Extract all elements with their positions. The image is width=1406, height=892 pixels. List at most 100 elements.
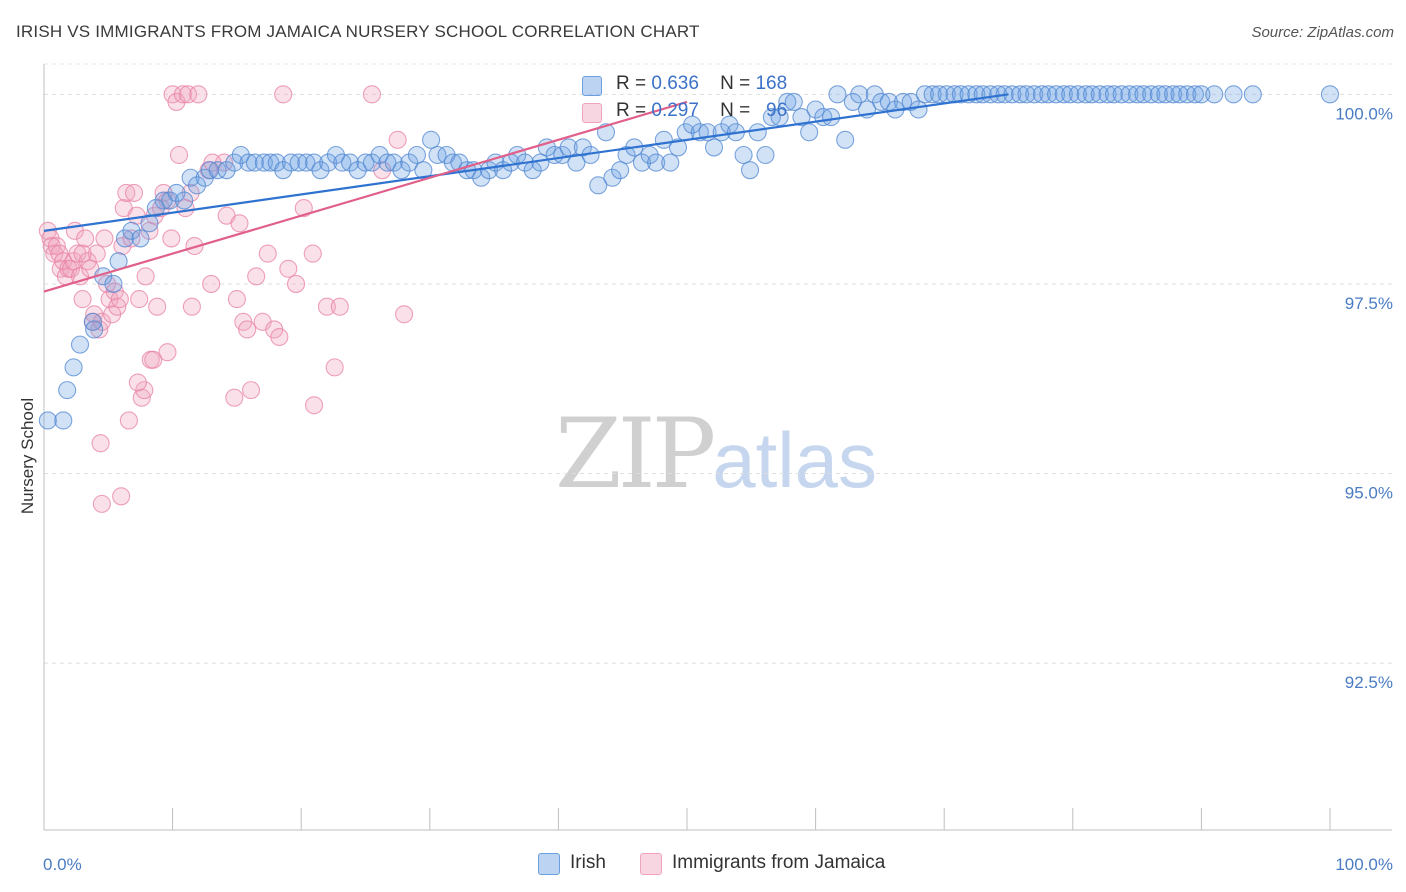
irish-point xyxy=(1170,85,1189,104)
irish-point xyxy=(1047,85,1066,104)
jamaica-point xyxy=(182,297,201,316)
irish-point xyxy=(187,176,207,195)
irish-point xyxy=(140,214,159,233)
irish-point xyxy=(836,130,855,149)
irish-points xyxy=(38,85,1340,430)
tick-labels: 100.0% 97.5% 95.0% 92.5% 0.0% 100.0% xyxy=(43,104,1393,874)
irish-point xyxy=(146,199,165,218)
jamaica-point xyxy=(136,267,155,286)
jamaica-point xyxy=(270,327,289,347)
jamaica-swatch xyxy=(582,103,602,123)
jamaica-point xyxy=(258,244,277,263)
irish-point xyxy=(553,145,572,165)
jamaica-point xyxy=(73,244,92,263)
jamaica-point xyxy=(73,290,92,309)
irish-point xyxy=(1185,85,1205,104)
irish-point xyxy=(683,115,702,134)
jamaica-point xyxy=(169,145,189,165)
irish-point xyxy=(1134,85,1153,104)
irish-point xyxy=(1149,85,1169,104)
irish-point xyxy=(326,145,345,165)
jamaica-point xyxy=(144,350,163,369)
jamaica-point xyxy=(362,85,381,104)
irish-point xyxy=(254,153,273,172)
irish-point xyxy=(54,411,73,430)
jamaica-point xyxy=(87,244,106,263)
irish-point xyxy=(1224,85,1243,104)
jamaica-point xyxy=(162,229,181,248)
irish-point xyxy=(231,145,250,165)
jamaica-point xyxy=(68,244,87,263)
irish-point xyxy=(770,108,789,127)
jamaica-point xyxy=(158,343,177,362)
legend: Irish Immigrants from Jamaica xyxy=(0,852,1406,878)
irish-point xyxy=(239,153,258,172)
jamaica-point xyxy=(279,259,298,278)
irish-point xyxy=(567,153,586,172)
irish-n-value: 168 xyxy=(755,73,788,94)
irish-point xyxy=(131,229,150,248)
irish-point xyxy=(756,145,775,165)
irish-point xyxy=(1104,85,1124,104)
jamaica-point xyxy=(325,358,344,377)
irish-point xyxy=(1061,85,1080,104)
jamaica-point xyxy=(189,85,208,104)
irish-point xyxy=(872,92,891,111)
irish-point xyxy=(217,161,236,180)
jamaica-n-value: 96 xyxy=(766,100,788,121)
irish-point xyxy=(1090,85,1109,104)
irish-point xyxy=(1192,85,1211,104)
irish-point xyxy=(1083,85,1102,104)
irish-point xyxy=(1178,85,1197,104)
chart-title: IRISH VS IMMIGRANTS FROM JAMAICA NURSERY… xyxy=(16,22,700,41)
irish-point xyxy=(1112,85,1131,104)
jamaica-point xyxy=(92,494,111,513)
jamaica-point xyxy=(178,85,198,104)
jamaica-point xyxy=(330,297,349,316)
irish-point xyxy=(70,335,90,354)
irish-r-label: R = xyxy=(616,73,647,94)
jamaica-point xyxy=(112,487,131,506)
irish-point xyxy=(64,358,83,377)
irish-point xyxy=(225,153,244,172)
irish-point xyxy=(38,411,57,430)
y-tick-label: 100.0% xyxy=(1335,104,1393,123)
legend-jamaica-label: Immigrants from Jamaica xyxy=(672,852,886,873)
irish-point xyxy=(1156,85,1175,104)
jamaica-point xyxy=(130,290,149,309)
irish-point xyxy=(392,161,411,180)
irish-r-value: 0.636 xyxy=(651,73,699,94)
irish-point xyxy=(1205,85,1224,104)
jamaica-point xyxy=(173,85,192,104)
jamaica-point xyxy=(238,320,257,339)
irish-point xyxy=(893,92,913,111)
jamaica-point xyxy=(117,183,136,202)
jamaica-point xyxy=(247,267,266,286)
jamaica-point xyxy=(135,381,154,400)
irish-point xyxy=(821,108,841,127)
x-tick-label: 0.0% xyxy=(43,855,82,874)
jamaica-point xyxy=(274,85,293,104)
irish-point xyxy=(915,85,934,104)
irish-point xyxy=(1025,85,1044,104)
irish-n-label: N = xyxy=(720,73,751,94)
irish-point xyxy=(930,85,949,104)
irish-point xyxy=(160,191,180,210)
irish-point xyxy=(289,153,308,172)
irish-point xyxy=(901,92,920,111)
irish-point xyxy=(843,92,862,111)
irish-point xyxy=(362,153,381,172)
irish-point xyxy=(1017,85,1036,104)
irish-point xyxy=(267,153,286,172)
irish-point xyxy=(1054,85,1073,104)
legend-jamaica-swatch xyxy=(640,853,662,875)
irish-swatch xyxy=(582,76,602,96)
legend-irish-label: Irish xyxy=(570,852,606,873)
irish-point xyxy=(333,153,352,172)
irish-point xyxy=(537,138,556,157)
irish-point xyxy=(319,153,338,172)
irish-point xyxy=(589,176,608,195)
jamaica-r-value: 0.297 xyxy=(651,100,699,121)
irish-trend-line xyxy=(43,93,1009,232)
irish-point xyxy=(611,161,630,180)
